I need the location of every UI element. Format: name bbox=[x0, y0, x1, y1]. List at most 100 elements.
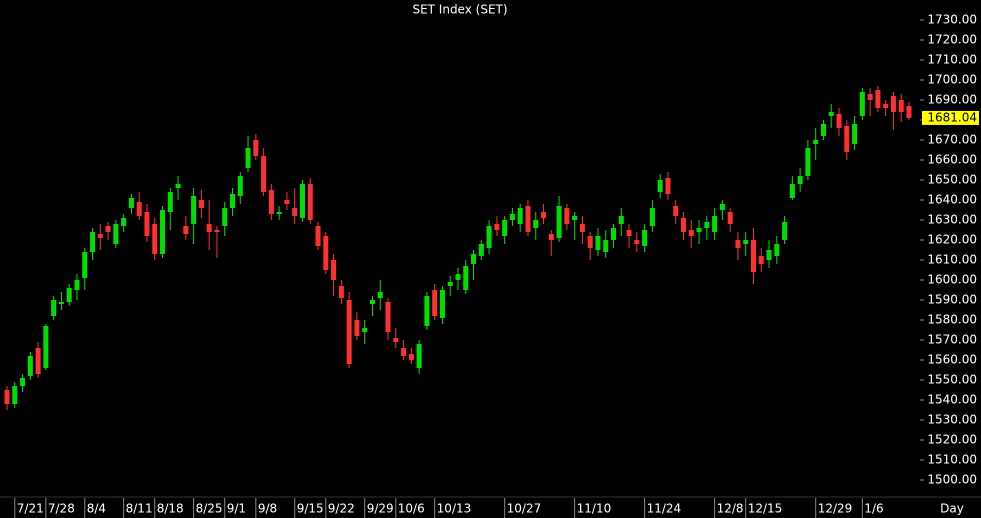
candle-body bbox=[214, 230, 220, 232]
y-tick-label: 1730.00 bbox=[927, 13, 977, 27]
candle-body bbox=[455, 274, 461, 280]
last-price-label: 1681.04 bbox=[927, 110, 977, 124]
candle-body bbox=[331, 260, 337, 280]
candle-body bbox=[696, 228, 702, 232]
candle-body bbox=[657, 180, 663, 192]
candle-body bbox=[867, 94, 873, 100]
x-tick-label: 12/29 bbox=[818, 502, 853, 516]
candle-body bbox=[66, 288, 72, 302]
candle-body bbox=[299, 184, 305, 218]
candle-body bbox=[369, 300, 375, 304]
candle-body bbox=[245, 148, 251, 168]
candle-body bbox=[401, 348, 407, 356]
y-tick-label: 1710.00 bbox=[927, 53, 977, 67]
x-tick-label: 8/25 bbox=[196, 502, 223, 516]
x-tick-label: 10/6 bbox=[398, 502, 425, 516]
x-tick-label: 1/6 bbox=[864, 502, 883, 516]
candle-body bbox=[97, 234, 103, 238]
y-tick-label: 1500.00 bbox=[927, 473, 977, 487]
candle-body bbox=[175, 184, 181, 188]
candle-body bbox=[548, 234, 554, 240]
candle-body bbox=[307, 184, 313, 220]
y-tick-label: 1660.00 bbox=[927, 153, 977, 167]
candle-body bbox=[486, 226, 492, 248]
x-tick-label: 8/11 bbox=[126, 502, 153, 516]
candle-body bbox=[377, 292, 383, 298]
candle-body bbox=[525, 206, 531, 232]
candle-body bbox=[533, 220, 539, 228]
chart-title: SET Index (SET) bbox=[412, 3, 507, 17]
candle-body bbox=[859, 92, 865, 116]
candle-body bbox=[719, 204, 725, 210]
candle-body bbox=[572, 216, 578, 220]
candle-body bbox=[338, 286, 344, 298]
candle-body bbox=[315, 226, 321, 246]
y-tick-label: 1610.00 bbox=[927, 253, 977, 267]
candle-body bbox=[634, 240, 640, 244]
candle-body bbox=[183, 226, 189, 234]
x-tick-label: 9/15 bbox=[297, 502, 324, 516]
x-tick-label: 7/21 bbox=[17, 502, 44, 516]
last-price-box bbox=[922, 110, 979, 125]
x-tick-label: 8/18 bbox=[157, 502, 184, 516]
candle-body bbox=[191, 196, 197, 224]
y-tick-label: 1720.00 bbox=[927, 33, 977, 47]
candle-body bbox=[323, 236, 329, 270]
candle-body bbox=[805, 148, 811, 176]
candle-body bbox=[152, 224, 158, 254]
x-tick-label: 10/27 bbox=[507, 502, 542, 516]
candle-body bbox=[144, 212, 150, 236]
candle-body bbox=[494, 224, 500, 230]
candle-body bbox=[276, 212, 282, 214]
candle-body bbox=[432, 290, 438, 316]
x-tick-label: 7/28 bbox=[48, 502, 75, 516]
candle-body bbox=[611, 228, 617, 240]
candle-body bbox=[743, 240, 749, 244]
candle-body bbox=[712, 216, 718, 232]
candle-body bbox=[346, 300, 352, 364]
candle-body bbox=[509, 214, 515, 220]
y-tick-label: 1570.00 bbox=[927, 333, 977, 347]
candle-body bbox=[439, 290, 445, 318]
candle-body bbox=[681, 218, 686, 232]
candle-body bbox=[113, 224, 119, 244]
candle-body bbox=[595, 236, 601, 250]
x-tick-label: 9/22 bbox=[328, 502, 355, 516]
candle-body bbox=[354, 320, 360, 336]
x-tick-label: 10/13 bbox=[437, 502, 472, 516]
candle-body bbox=[463, 266, 469, 290]
candle-body bbox=[136, 202, 142, 216]
candle-body bbox=[665, 178, 671, 194]
candle-body bbox=[385, 302, 391, 332]
candle-body bbox=[898, 100, 904, 112]
y-tick-label: 1620.00 bbox=[927, 233, 977, 247]
candle-body bbox=[844, 126, 850, 152]
y-tick-label: 1670.00 bbox=[927, 133, 977, 147]
y-tick-label: 1600.00 bbox=[927, 273, 977, 287]
y-tick-label: 1560.00 bbox=[927, 353, 977, 367]
candle-body bbox=[43, 326, 49, 368]
candle-body bbox=[416, 344, 422, 368]
candle-body bbox=[74, 280, 80, 290]
candle-body bbox=[58, 302, 64, 304]
y-tick-label: 1690.00 bbox=[927, 93, 977, 107]
candle-body bbox=[828, 112, 834, 116]
candle-body bbox=[4, 390, 10, 404]
candle-body bbox=[253, 140, 259, 156]
candle-body bbox=[735, 240, 741, 248]
candle-body bbox=[813, 140, 819, 144]
candle-body bbox=[160, 210, 166, 254]
candle-body bbox=[758, 256, 764, 264]
candle-body bbox=[393, 338, 399, 342]
candle-body bbox=[35, 348, 41, 374]
candle-body bbox=[206, 224, 212, 232]
x-tick-label: 11/10 bbox=[577, 502, 612, 516]
candle-body bbox=[727, 212, 733, 224]
candle-body bbox=[478, 244, 484, 256]
candle-body bbox=[222, 208, 228, 226]
candle-body bbox=[782, 222, 788, 240]
candle-body bbox=[261, 156, 267, 192]
candle-body bbox=[649, 208, 655, 226]
candle-body bbox=[875, 90, 881, 108]
